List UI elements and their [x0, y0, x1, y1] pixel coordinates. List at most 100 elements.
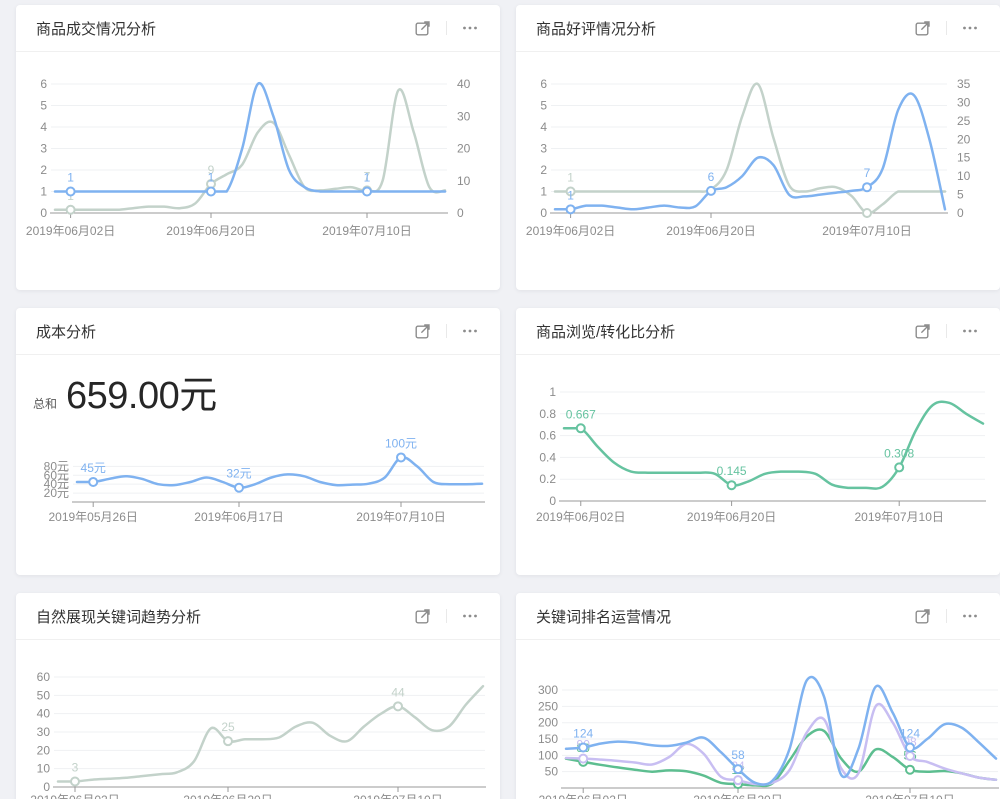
y-tick-label: 10 — [957, 169, 971, 183]
x-axis: 2019年06月02日 2019年06月20日 2019年07月10日 — [536, 500, 986, 524]
series-rate: 1 — [553, 82, 947, 218]
data-point-label: 12 — [731, 763, 745, 777]
y-tick-label: 40元 — [44, 477, 69, 491]
y-axis-left: 0 1 2 3 4 5 6 — [40, 77, 47, 220]
open-in-new-icon[interactable] — [913, 606, 933, 626]
more-menu-icon[interactable] — [460, 18, 480, 38]
data-point-marker — [862, 182, 872, 193]
y-tick-label: 6 — [40, 77, 47, 91]
y-tick-label: 1 — [540, 185, 547, 199]
y-axis-left: 50 100 150 200 250 300 — [538, 683, 558, 779]
data-point-marker — [905, 764, 915, 775]
y-tick-label: 2 — [540, 163, 547, 177]
data-point-label: 100元 — [385, 436, 417, 450]
series-cost: 45元 32元 100元 — [75, 436, 484, 493]
more-menu-icon[interactable] — [460, 606, 480, 626]
kpi-value: 659.00元 — [66, 375, 217, 417]
data-point-marker — [575, 423, 586, 434]
y-tick-label: 250 — [538, 699, 558, 713]
chart-card-1: 商品成交情况分析 2019年06月02日 2019年06月20日 2019年07月10… — [16, 5, 500, 290]
x-tick-label: 2019年06月20日 — [666, 224, 755, 238]
more-menu-icon[interactable] — [960, 18, 980, 38]
series-reviews: 1 6 7 — [553, 92, 947, 215]
data-point-marker — [733, 764, 743, 775]
data-point-marker — [234, 482, 244, 493]
x-tick-label: 2019年06月02日 — [26, 224, 115, 238]
y-tick-label: 30 — [37, 725, 51, 739]
open-in-new-icon[interactable] — [913, 18, 933, 38]
series-line-reviews — [553, 92, 947, 211]
y-tick-label: 0.4 — [539, 450, 556, 464]
open-in-new-icon[interactable] — [413, 321, 433, 341]
actions-divider — [946, 609, 947, 623]
y-tick-label: 0 — [40, 206, 47, 220]
data-point-label: 124 — [900, 727, 920, 741]
x-tick-label: 2019年06月02日 — [30, 793, 119, 799]
y-tick-label: 3 — [540, 142, 547, 156]
more-menu-icon[interactable] — [960, 606, 980, 626]
data-point-label: 7 — [364, 169, 371, 183]
x-tick-label: 2019年06月02日 — [536, 510, 625, 524]
y-tick-label: 60 — [37, 670, 51, 684]
open-in-new-icon[interactable] — [413, 18, 433, 38]
open-in-new-icon[interactable] — [413, 606, 433, 626]
data-point-label: 25 — [221, 720, 235, 734]
more-menu-icon[interactable] — [960, 321, 980, 341]
x-tick-label: 2019年05月26日 — [48, 510, 137, 524]
chart-card-4: 商品浏览/转化比分析 2019年06月02日 2019年06月20日 2019年07月… — [516, 308, 1000, 575]
more-menu-icon[interactable] — [460, 321, 480, 341]
x-tick-label: 2019年06月17日 — [194, 510, 283, 524]
data-point-label: 58 — [731, 748, 745, 762]
y-tick-label: 0.6 — [539, 429, 556, 443]
x-tick-label: 2019年06月20日 — [693, 793, 782, 799]
data-point-label: 1 — [67, 189, 74, 203]
series-rank-green: 80 12 56 — [564, 728, 998, 790]
data-point-label: 80 — [577, 741, 591, 755]
gridlines — [562, 689, 998, 773]
data-point-marker — [578, 753, 589, 764]
y-axis-left: 0 0.2 0.4 0.6 0.8 1 — [539, 385, 556, 508]
data-point-marker — [70, 776, 80, 787]
data-point-label: 124 — [573, 727, 593, 741]
y-axis-right: 0 10 20 30 40 — [457, 77, 471, 220]
card-actions — [913, 321, 980, 341]
x-tick-label: 2019年07月10日 — [356, 510, 445, 524]
card-header: 商品好评情况分析 — [516, 5, 1000, 52]
actions-divider — [446, 21, 447, 35]
y-tick-label: 20 — [957, 132, 971, 146]
x-tick-label: 2019年06月20日 — [687, 510, 776, 524]
data-point-label: 56 — [903, 749, 917, 763]
data-point-marker — [905, 742, 915, 753]
data-point-marker — [726, 480, 737, 491]
data-point-label: 1 — [567, 171, 574, 185]
card-title: 成本分析 — [36, 323, 97, 341]
data-point-label: 0.667 — [566, 407, 596, 421]
data-point-label: 6 — [708, 170, 715, 184]
card-actions — [413, 606, 480, 626]
kpi-label: 总和 — [33, 397, 58, 411]
y-tick-label: 40 — [37, 707, 51, 721]
data-point-marker — [905, 751, 915, 762]
data-point-marker — [362, 185, 372, 196]
card-actions — [413, 321, 480, 341]
y-axis-left: 0 10 20 30 40 50 60 — [37, 670, 51, 794]
data-point-label: 9 — [208, 163, 215, 177]
y-tick-label: 60元 — [44, 468, 69, 482]
y-tick-label: 20 — [37, 743, 51, 757]
y-tick-label: 3 — [40, 142, 47, 156]
data-point-label: 1 — [208, 171, 215, 185]
data-point-label: 0.145 — [717, 464, 747, 478]
x-tick-label: 2019年07月10日 — [854, 510, 943, 524]
gridlines — [551, 83, 947, 192]
y-tick-label: 4 — [40, 120, 47, 134]
series-keywords: 3 25 44 — [56, 684, 485, 787]
open-in-new-icon[interactable] — [913, 321, 933, 341]
chart-card-6: 关键词排名运营情况 2019年06月02日 2019年06月20日 2019年07月1… — [516, 593, 1000, 799]
y-tick-label: 50 — [37, 688, 51, 702]
y-tick-label: 150 — [538, 732, 558, 746]
data-point-marker — [578, 742, 589, 753]
y-tick-label: 6 — [540, 77, 547, 91]
gridlines — [73, 465, 484, 494]
x-tick-label: 2019年06月20日 — [183, 793, 272, 799]
